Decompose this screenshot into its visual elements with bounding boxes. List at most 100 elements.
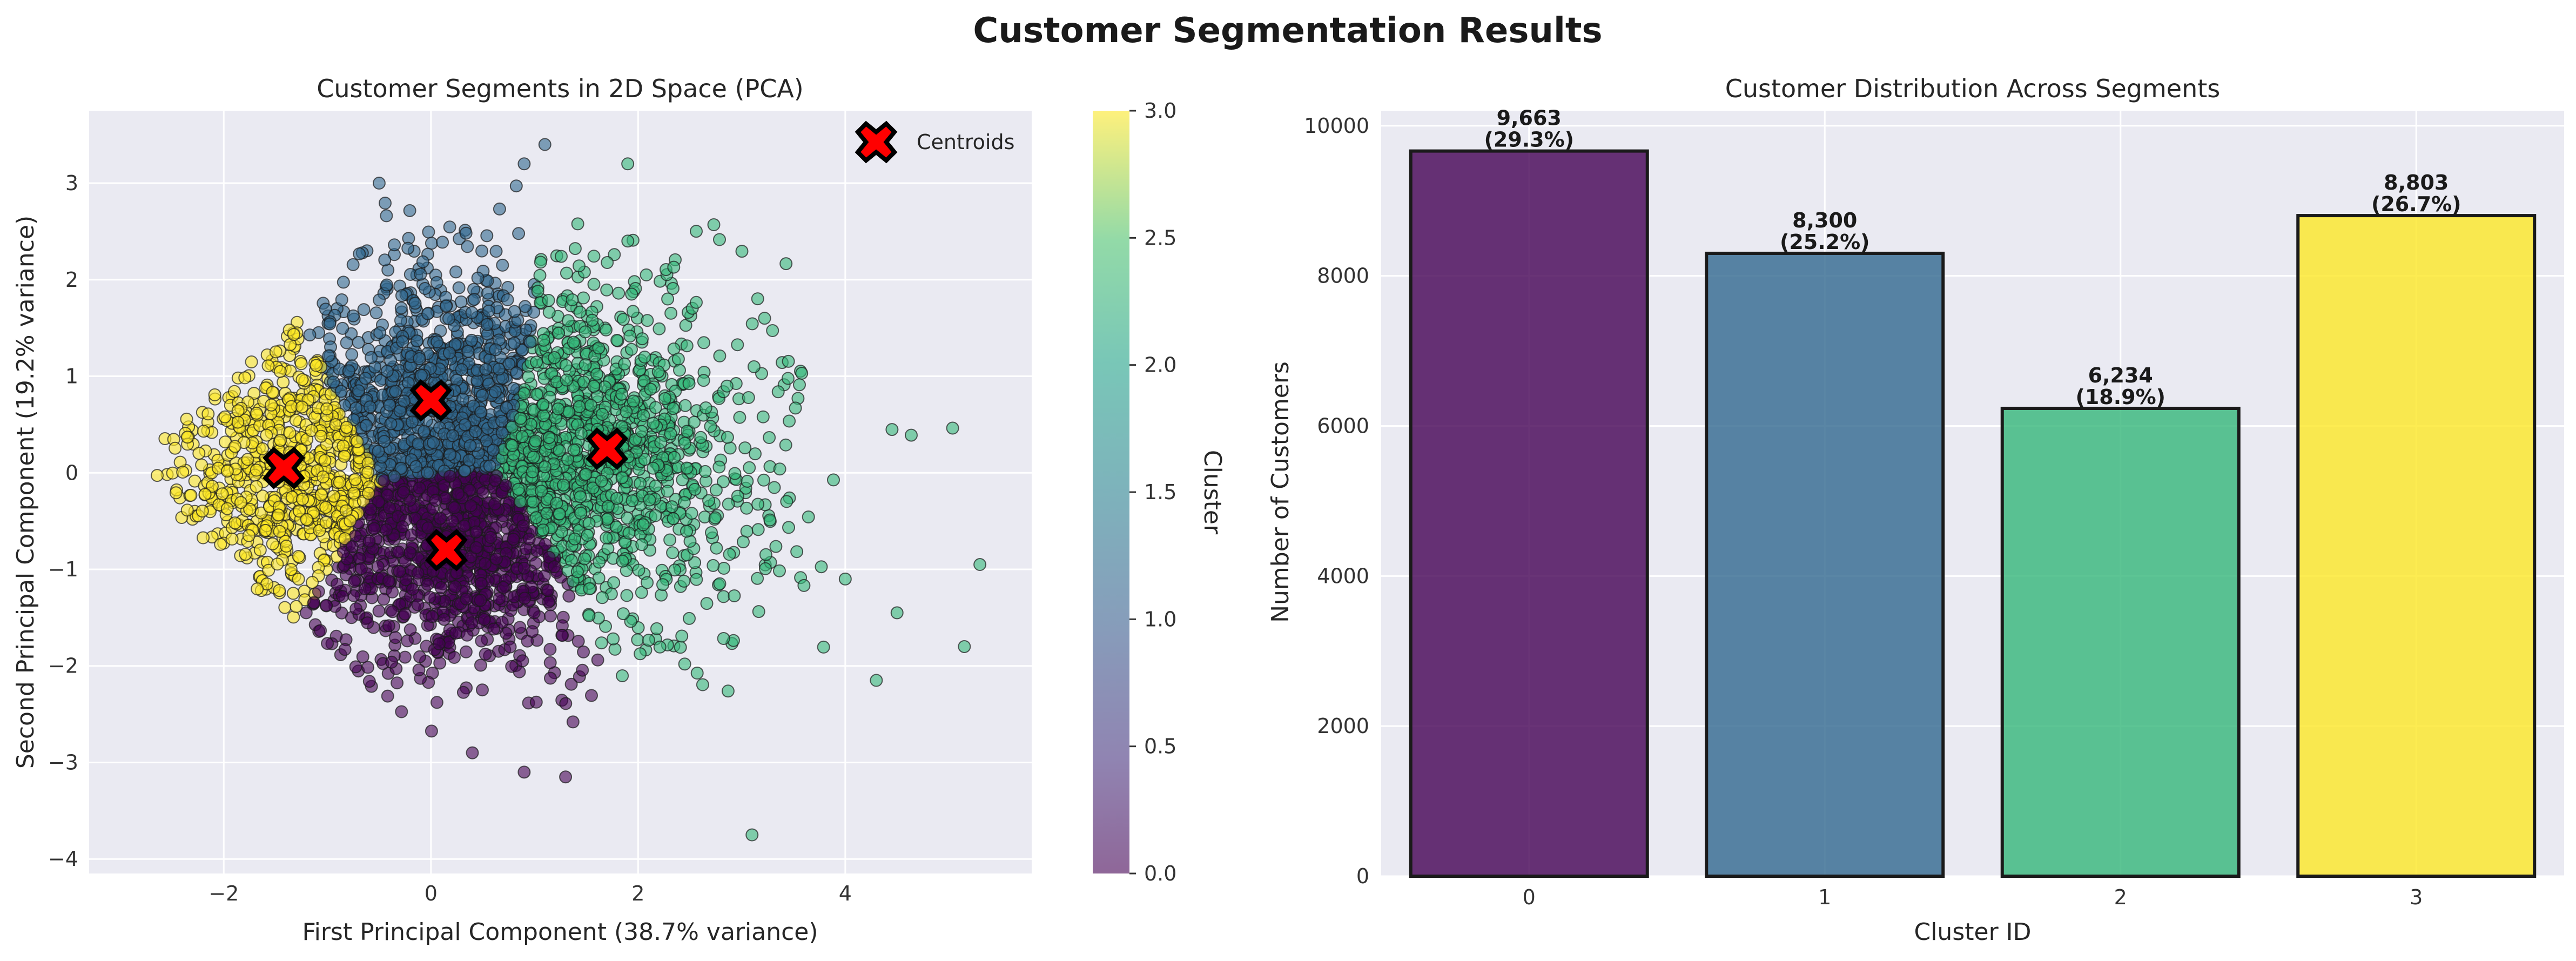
scatter-point	[303, 328, 317, 342]
scatter-point	[496, 581, 510, 594]
scatter-point	[452, 281, 466, 294]
scatter-point	[272, 508, 285, 522]
scatter-point	[601, 500, 615, 513]
scatter-point	[425, 724, 438, 738]
scatter-point	[220, 502, 234, 515]
scatter-point	[612, 286, 625, 300]
scatter-point	[372, 445, 385, 458]
scatter-point	[690, 667, 704, 680]
scatter-point	[780, 495, 793, 508]
scatter-point	[318, 454, 332, 467]
scatter-point	[682, 377, 696, 391]
scatter-point	[616, 607, 630, 621]
scatter-point	[523, 335, 537, 349]
scatter-point	[609, 520, 623, 534]
scatter-point	[641, 314, 654, 327]
scatter-point	[668, 451, 681, 464]
scatter-point	[674, 641, 687, 654]
scatter-point	[517, 561, 531, 575]
scatter-point	[369, 306, 383, 320]
scatter-point	[314, 429, 328, 443]
scatter-point	[438, 613, 451, 626]
scatter-point	[707, 218, 721, 231]
scatter-point	[433, 656, 447, 670]
scatter-point	[242, 529, 255, 542]
scatter-point	[196, 505, 209, 518]
scatter-point	[259, 523, 272, 537]
bar-cluster-0	[1409, 149, 1649, 878]
scatter-point	[386, 605, 399, 619]
scatter-point	[527, 451, 540, 464]
scatter-point	[661, 485, 674, 498]
scatter-point	[458, 519, 471, 533]
scatter-point	[599, 620, 612, 633]
scatter-point	[216, 487, 229, 501]
scatter-point	[231, 404, 245, 418]
bar-y-tick-label: 10000	[1304, 114, 1369, 138]
scatter-point	[656, 578, 669, 592]
figure-title: Customer Segmentation Results	[973, 11, 1602, 51]
scatter-point	[401, 241, 415, 255]
scatter-point	[192, 447, 206, 460]
scatter-point	[449, 627, 462, 640]
colorbar-tick-label: 1.5	[1144, 480, 1176, 504]
scatter-point	[664, 427, 677, 440]
scatter-point	[543, 643, 557, 656]
bar-percent-label: (18.9%)	[2075, 385, 2165, 409]
scatter-point	[610, 334, 624, 347]
scatter-point	[357, 303, 371, 317]
scatter-point	[342, 364, 355, 378]
scatter-point	[394, 301, 408, 315]
scatter-point	[412, 437, 425, 451]
scatter-point	[352, 384, 365, 398]
scatter-point	[278, 601, 292, 614]
scatter-point	[295, 373, 309, 386]
scatter-point	[474, 594, 487, 607]
scatter-point	[358, 582, 372, 595]
scatter-point	[781, 372, 795, 385]
scatter-point	[238, 371, 252, 385]
scatter-point	[574, 490, 587, 503]
scatter-point	[273, 365, 287, 378]
scatter-point	[479, 362, 493, 376]
scatter-point	[245, 355, 258, 368]
scatter-point	[593, 555, 606, 569]
scatter-point	[151, 469, 164, 482]
scatter-point	[649, 479, 662, 493]
bar-y-label: Number of Customers	[1267, 361, 1294, 623]
scatter-point	[560, 266, 573, 280]
centroid-marker-cluster-3	[263, 446, 305, 489]
scatter-point	[382, 619, 395, 633]
scatter-point	[489, 552, 503, 566]
scatter-point	[480, 318, 494, 331]
scatter-point	[380, 209, 393, 223]
scatter-point	[741, 474, 754, 488]
scatter-point	[273, 525, 286, 538]
scatter-point	[431, 335, 444, 348]
scatter-point	[493, 592, 506, 606]
scatter-point	[553, 444, 566, 458]
scatter-point	[403, 546, 416, 560]
scatter-point	[522, 532, 536, 546]
scatter-point	[427, 436, 440, 449]
scatter-x-ticks: −2 0 2 4	[208, 882, 852, 905]
scatter-point	[274, 434, 287, 447]
scatter-point	[421, 577, 434, 591]
scatter-point	[677, 496, 691, 509]
scatter-point	[260, 428, 273, 442]
scatter-point	[413, 481, 426, 495]
scatter-point	[634, 647, 647, 661]
scatter-point	[737, 535, 750, 549]
scatter-point	[616, 554, 629, 568]
scatter-point	[413, 650, 426, 663]
scatter-point	[277, 375, 290, 389]
scatter-point	[688, 556, 702, 569]
scatter-point	[414, 368, 428, 382]
scatter-point	[266, 537, 279, 550]
scatter-point	[469, 425, 482, 438]
scatter-point	[562, 405, 576, 419]
scatter-point	[455, 363, 468, 377]
scatter-point	[649, 401, 662, 414]
scatter-point	[717, 475, 730, 488]
bar-y-ticks: 0 2000 4000 6000 8000 10000	[1304, 114, 1369, 888]
